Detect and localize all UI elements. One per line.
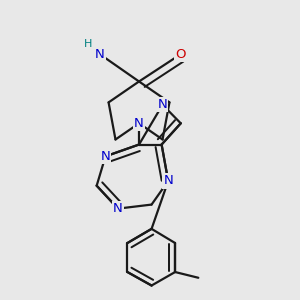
Text: N: N: [134, 117, 144, 130]
Text: N: N: [163, 175, 173, 188]
Text: O: O: [176, 48, 186, 61]
Text: N: N: [113, 202, 123, 215]
Text: N: N: [95, 48, 105, 61]
Text: H: H: [84, 39, 93, 49]
Text: N: N: [100, 150, 110, 163]
Text: N: N: [158, 98, 167, 111]
